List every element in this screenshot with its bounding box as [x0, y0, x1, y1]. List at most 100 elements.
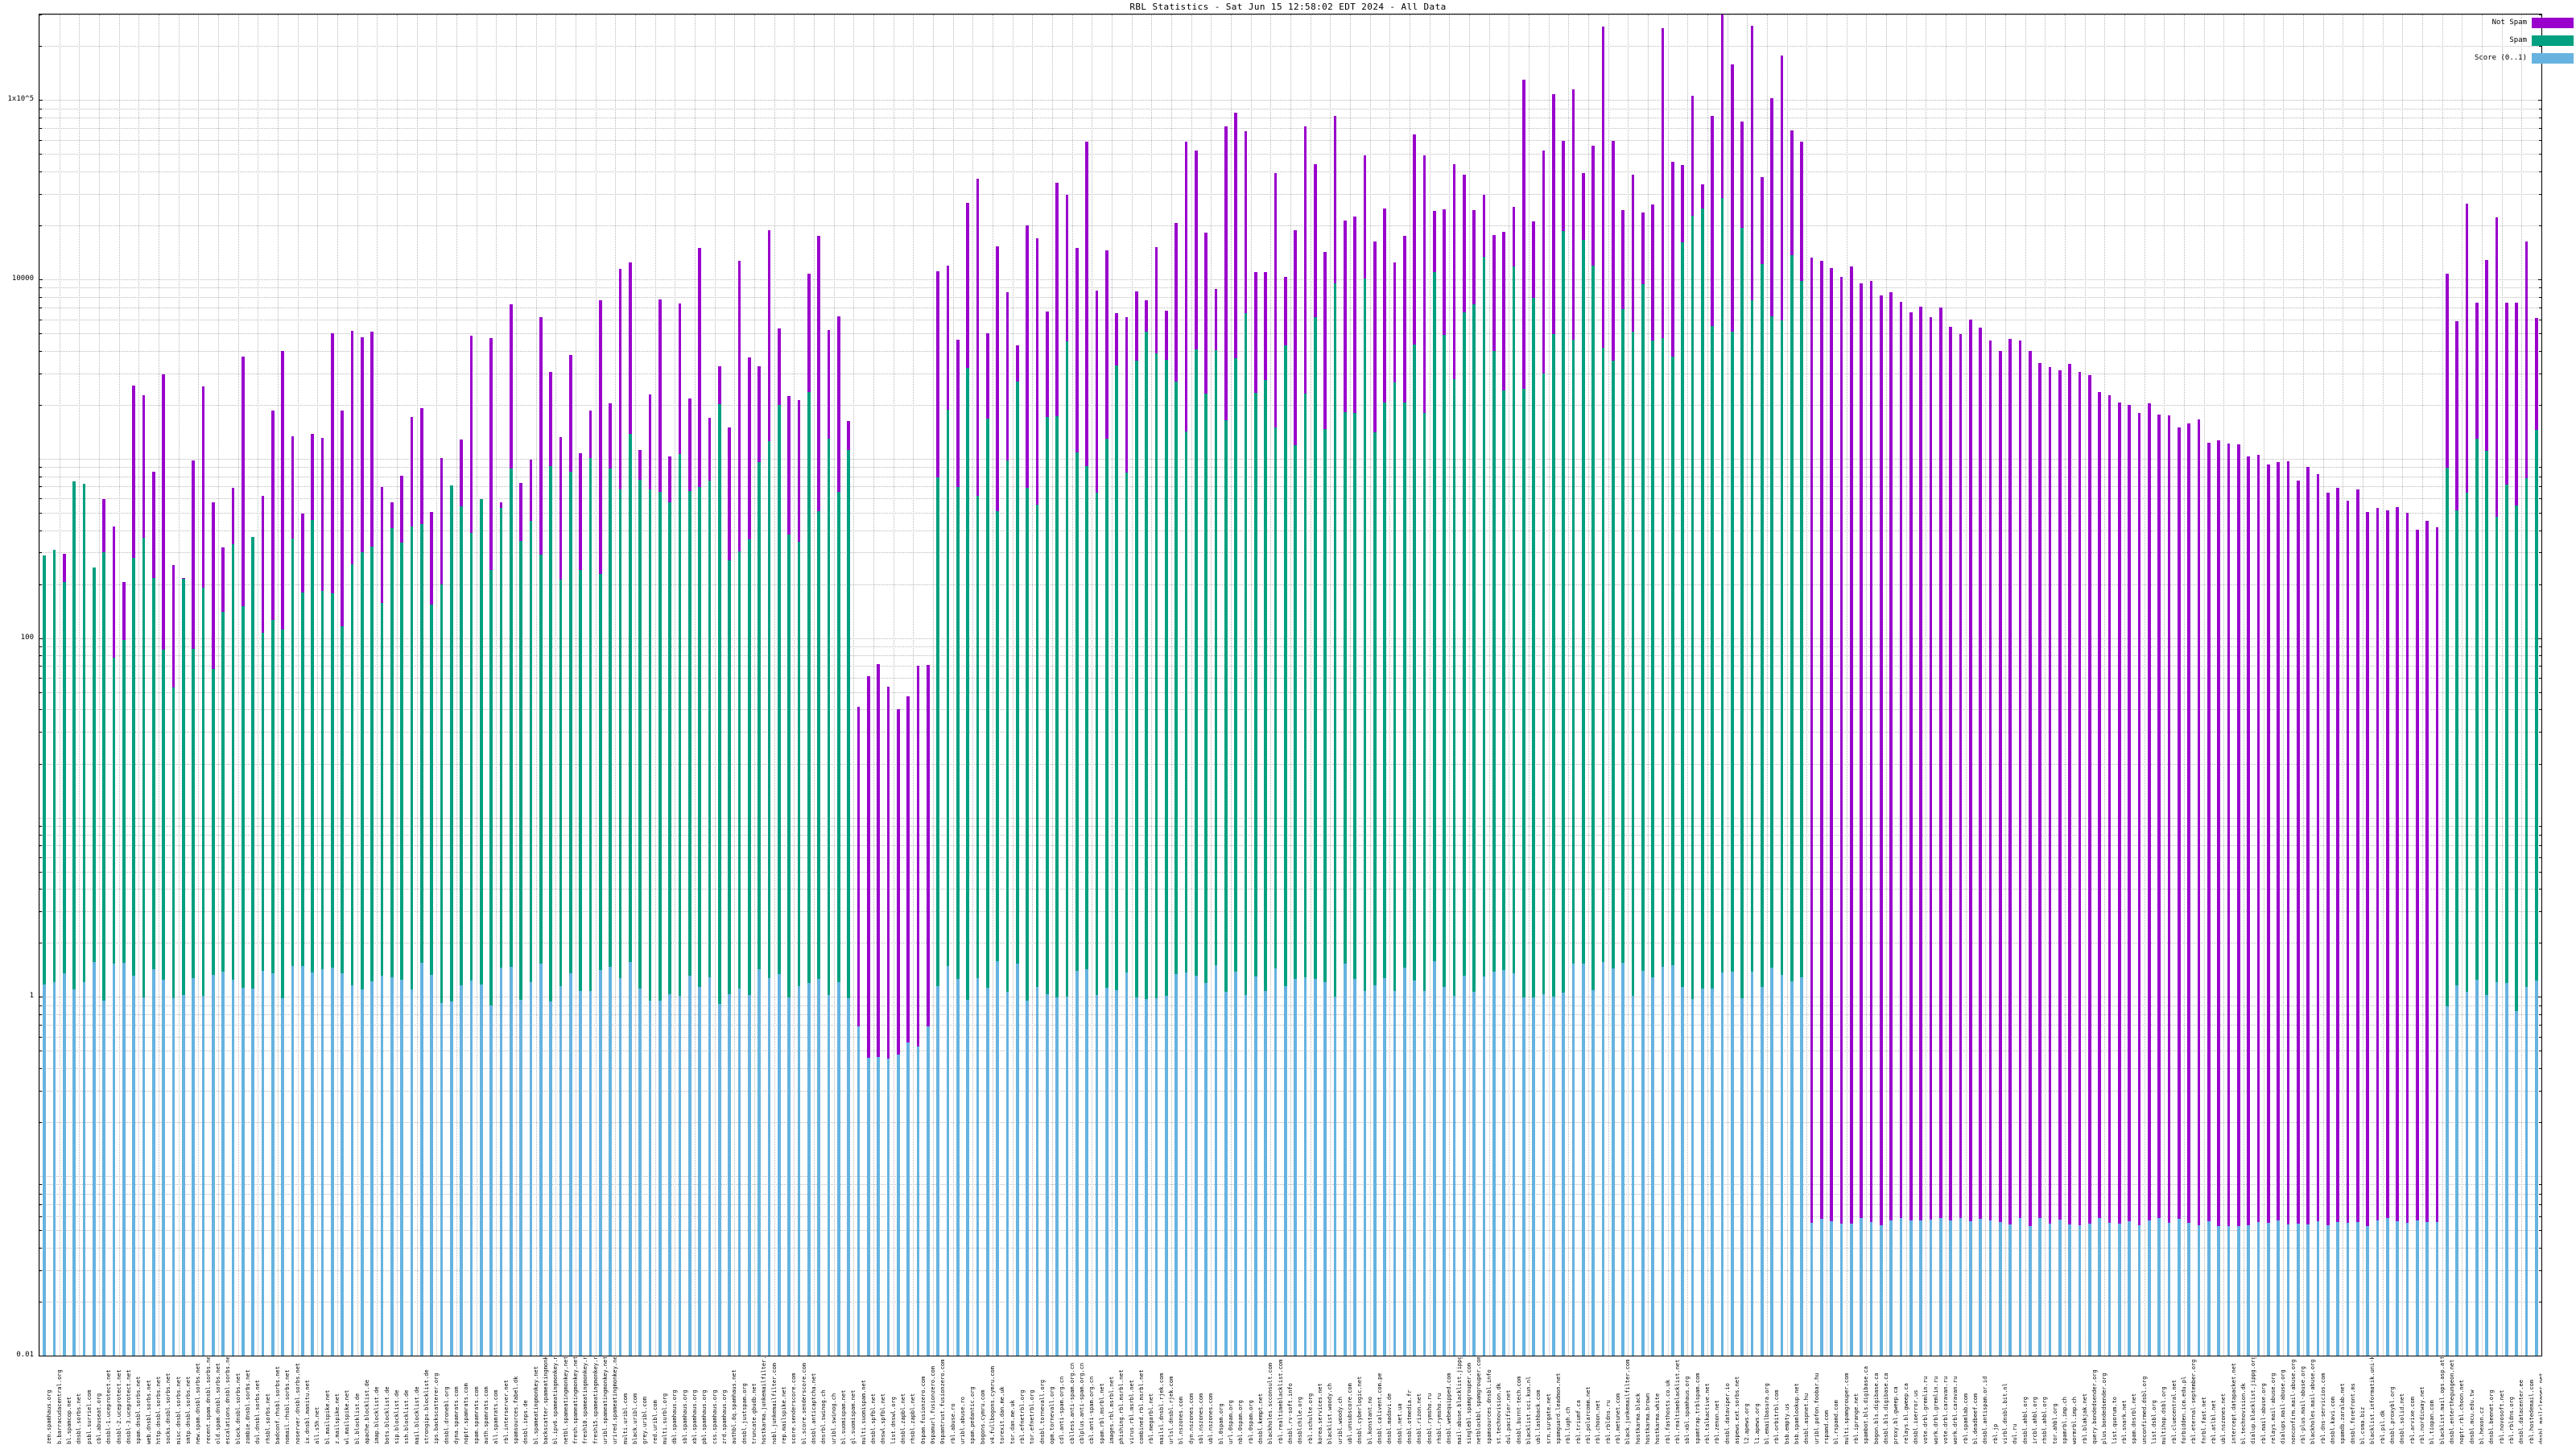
bar-spam: [1145, 331, 1148, 1356]
bar-score: [1085, 969, 1088, 1356]
bar-spam: [82, 483, 86, 1356]
gridline-vertical: [2442, 14, 2443, 1356]
bar-score: [1929, 1220, 1933, 1356]
bar-score: [1005, 991, 1009, 1356]
bar-score: [1700, 988, 1704, 1356]
y-tick-minor: [39, 14, 42, 15]
x-tick-label: dnsbl.dataviper.io: [1724, 1383, 1731, 1444]
bar-score: [2177, 1218, 2181, 1356]
bar-spam: [360, 551, 364, 1356]
bar-score: [877, 1057, 880, 1356]
bar-spam: [2465, 492, 2469, 1356]
gridline-vertical: [853, 14, 855, 1356]
x-tick-label: block.dnsbl.sorbs.net: [234, 1373, 242, 1444]
y-tick-minor: [39, 1230, 42, 1232]
y-tick-minor: [39, 646, 42, 647]
x-tick-label: sbl-xbl.spamhaus.org: [1684, 1376, 1691, 1444]
x-tick-label: rbl.hostedemail.com: [2528, 1379, 2535, 1444]
x-tick-label: dnsbl.webequipped.com: [1446, 1373, 1453, 1444]
bar-score: [2425, 1221, 2429, 1356]
y-tick-minor: [39, 871, 42, 873]
bar-spam: [638, 479, 642, 1356]
bar-score: [1819, 1219, 1823, 1356]
legend-label-not-spam: Not Spam: [2491, 19, 2527, 27]
bar-spam: [1551, 333, 1555, 1356]
bar-score: [777, 974, 781, 1356]
bar-score: [430, 974, 433, 1356]
y-tick-label: 0.01: [16, 1351, 34, 1359]
bar-spam: [1005, 460, 1009, 1356]
gridline-vertical: [2025, 14, 2026, 1356]
x-tick-label: dnsbl.antispam.or.id: [1982, 1376, 1989, 1444]
bar-not-spam: [2236, 444, 2240, 1356]
bar-spam: [698, 487, 701, 1356]
bar-spam: [549, 465, 552, 1356]
x-tick-label: z.mailspike.net: [333, 1393, 341, 1444]
bar-score: [112, 963, 116, 1356]
gridline-vertical: [2482, 14, 2483, 1356]
bar-spam: [1790, 255, 1794, 1356]
bar-score: [1383, 978, 1386, 1356]
bar-spam: [1770, 316, 1773, 1356]
x-tick-label: rbl.snark.net: [2120, 1400, 2128, 1444]
x-tick-label: bl.csma.biz: [2359, 1406, 2366, 1444]
x-axis-tick-labels: zen.spamhaus.org b.barracudacentral.org bl…: [39, 1357, 2542, 1447]
gridline-vertical: [1171, 14, 1172, 1356]
y-tick-minor: [39, 154, 42, 155]
x-tick-label: nomail.rhsbl.sorbs.net: [284, 1369, 291, 1444]
bar-spam: [1542, 374, 1546, 1356]
x-tick-label: ubl.lashback.com: [1535, 1389, 1542, 1444]
bar-score: [976, 978, 980, 1356]
gridline-vertical: [178, 14, 180, 1356]
bar-score: [1204, 982, 1208, 1356]
gridline-vertical: [1191, 14, 1192, 1356]
x-tick-label: rbl.novosoft.net: [2498, 1389, 2505, 1444]
bar-score: [1581, 964, 1585, 1356]
bar-not-spam: [2187, 423, 2190, 1356]
bar-score: [1065, 997, 1069, 1356]
bar-score: [1164, 995, 1168, 1356]
x-tick-label: noptr.rbl.choon.net: [2458, 1379, 2466, 1444]
x-tick-label: proxy.bl.gweep.ca: [1893, 1386, 1900, 1444]
x-tick-label: rbl.orbitrbl.com: [1773, 1389, 1781, 1444]
gridline-vertical: [635, 14, 636, 1356]
x-tick-label: bl.blocklist.de: [353, 1393, 361, 1444]
x-tick-label: combined.rbl.msrbl.net: [1137, 1369, 1145, 1444]
x-tick-label: strongips.blocklist.de: [423, 1369, 430, 1444]
y-tick-minor: [39, 486, 42, 488]
bar-score: [2098, 1217, 2101, 1356]
bar-score: [1333, 996, 1337, 1356]
bar-score: [1075, 970, 1079, 1356]
bar-score: [2008, 1224, 2012, 1356]
legend-item-score: Score (0..1): [2459, 49, 2574, 67]
bar-score: [817, 978, 820, 1356]
x-tick-label: sip.blocklist.de: [393, 1389, 400, 1444]
gridline-vertical: [416, 14, 418, 1356]
x-tick-label: rhsbl.ahbl.org: [2041, 1396, 2049, 1444]
bar-score: [1402, 967, 1406, 1356]
x-tick-label: bsb.spamlookup.net: [1793, 1383, 1800, 1444]
bar-not-spam: [1839, 277, 1843, 1356]
bar-score: [956, 979, 960, 1356]
bar-spam: [847, 449, 850, 1356]
bar-spam: [1026, 488, 1029, 1356]
x-tick-label: dnsbl.justspam.org: [741, 1383, 748, 1444]
x-tick-label: badconf.rhsbl.sorbs.net: [274, 1366, 281, 1444]
bar-score: [1343, 963, 1347, 1356]
y-tick-minor-right: [2539, 498, 2541, 500]
x-tick-label: multihop.dsbl.org: [2161, 1386, 2168, 1444]
gridline-vertical: [1687, 14, 1689, 1356]
bar-spam: [529, 520, 533, 1356]
bar-spam: [1313, 317, 1317, 1356]
bar-score: [1909, 1220, 1913, 1356]
bar-spam: [1045, 416, 1049, 1356]
bar-spam: [1224, 419, 1228, 1356]
gridline-vertical: [972, 14, 974, 1356]
gridline-vertical: [198, 14, 200, 1356]
x-tick-label: spamguard.leadmon.net: [1554, 1373, 1562, 1444]
bar-spam: [419, 523, 423, 1356]
bar-score: [1670, 964, 1674, 1356]
bar-not-spam: [1959, 333, 1963, 1356]
bar-spam: [1085, 466, 1088, 1356]
bar-spam: [1591, 266, 1595, 1356]
